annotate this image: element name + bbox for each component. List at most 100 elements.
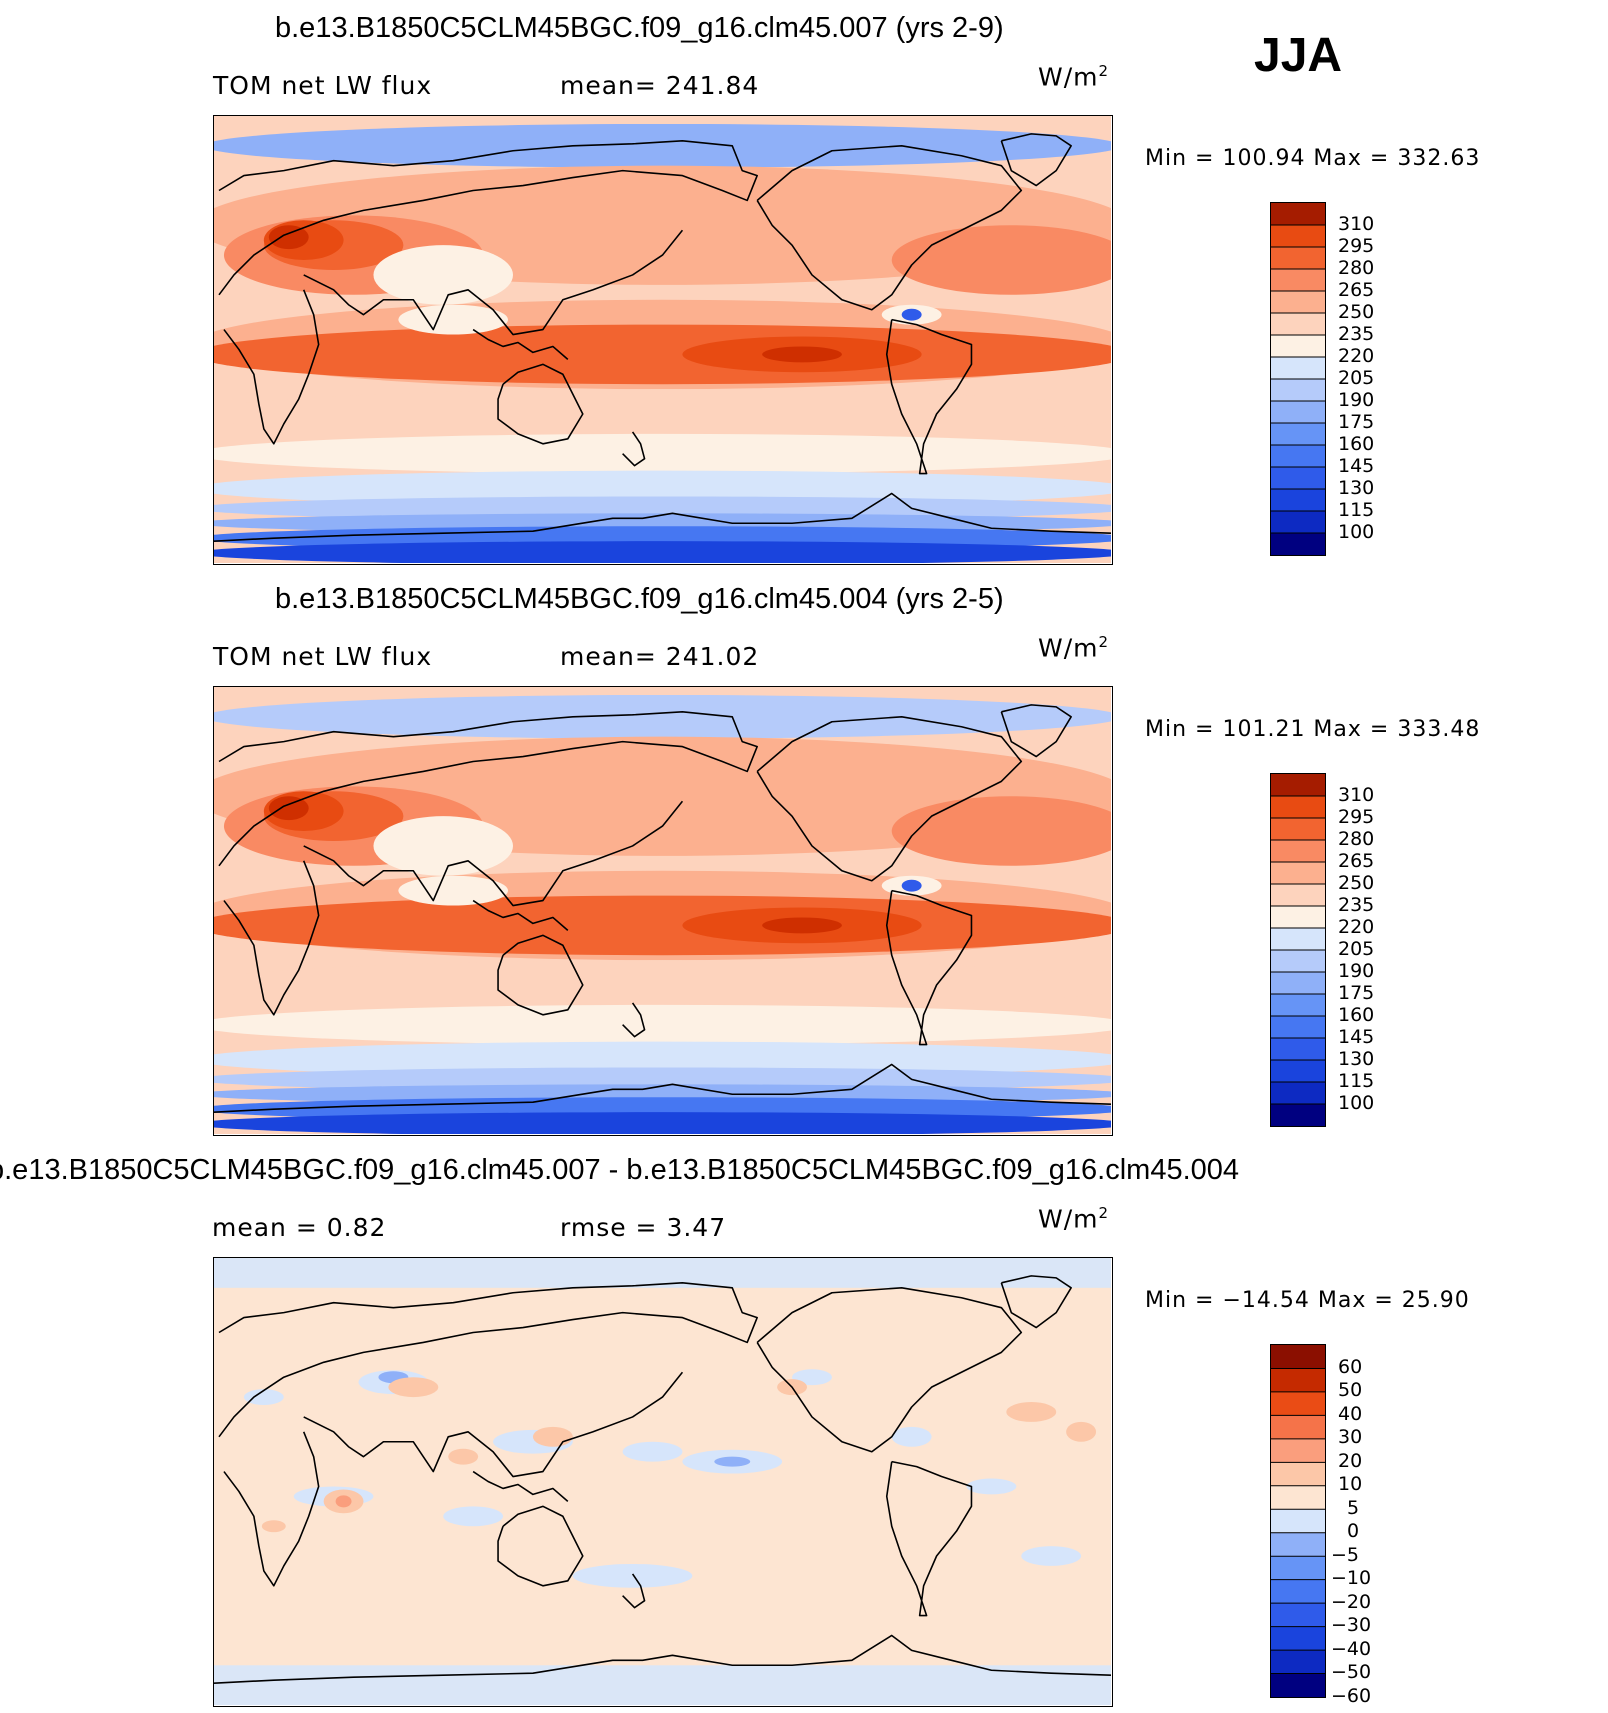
colorbar-tick-label: 145 — [1338, 454, 1375, 477]
colorbar-tick-label: 265 — [1338, 849, 1375, 872]
contour-region-11 — [966, 1478, 1017, 1495]
contour-region-7 — [373, 245, 513, 305]
colorbar-tick-label: 265 — [1338, 278, 1375, 301]
contour-region-18 — [214, 1067, 1111, 1092]
coast-new-zealand — [622, 1002, 646, 1038]
colorbar-swatch-12 — [1271, 1626, 1325, 1651]
panel1-variable-label: TOM net LW flux — [213, 71, 433, 100]
colorbar-tick-label: 175 — [1338, 410, 1375, 433]
contour-region-12 — [398, 304, 509, 335]
colorbar-swatch-5 — [1271, 884, 1325, 907]
coast-north-america — [756, 1287, 1023, 1453]
colorbar-tick-label: 115 — [1338, 498, 1375, 521]
colorbar-swatch-4 — [1271, 862, 1325, 885]
contour-region-6 — [268, 225, 309, 250]
panel3-rmse-label: rmse = 3.47 — [560, 1213, 727, 1242]
colorbar-swatch-4 — [1271, 1438, 1325, 1463]
contour-region-12 — [398, 875, 509, 906]
contour-region-0 — [214, 694, 1111, 739]
colorbar-tick-label: 130 — [1338, 1047, 1375, 1070]
coast-maritime-continent — [472, 899, 569, 931]
contour-region-8 — [1021, 1546, 1082, 1566]
colorbar-swatch-8 — [1271, 950, 1325, 973]
colorbar-swatch-7 — [1271, 357, 1325, 380]
colorbar-tick-label: 50 — [1338, 1379, 1363, 1402]
colorbar-swatch-13 — [1271, 1650, 1325, 1675]
colorbar-swatch-2 — [1271, 818, 1325, 841]
contour-region-21 — [261, 1520, 286, 1533]
colorbar-swatch-0 — [1271, 774, 1325, 797]
contour-region-14 — [901, 308, 922, 321]
colorbar-tick-label: 10 — [1338, 1473, 1363, 1496]
coast-south-america — [885, 318, 973, 475]
colorbar-tick-label: 220 — [1338, 915, 1375, 938]
contour-region-13 — [714, 1456, 751, 1467]
colorbar-swatch-6 — [1271, 1485, 1325, 1510]
colorbar-swatch-11 — [1271, 445, 1325, 468]
contour-region-17 — [1006, 1402, 1057, 1422]
colorbar-tick-label: 310 — [1338, 212, 1375, 235]
coast-greenland — [1000, 1275, 1072, 1329]
coast-africa-eurasia — [218, 1282, 758, 1438]
contour-region-4 — [792, 1369, 832, 1386]
panel2-variable-label: TOM net LW flux — [213, 642, 433, 671]
colorbar-swatch-5 — [1271, 313, 1325, 336]
colorbar-tick-label: 250 — [1338, 300, 1375, 323]
colorbar-tick-label: 60 — [1338, 1355, 1363, 1378]
colorbar-tick-label: 175 — [1338, 981, 1375, 1004]
contour-region-6 — [268, 796, 309, 821]
colorbar-swatch-13 — [1271, 1060, 1325, 1083]
colorbar-swatch-15 — [1271, 1104, 1325, 1126]
panel1-min-max: Min = 100.94 Max = 332.63 — [1145, 146, 1481, 171]
coast-arabia-india — [303, 1371, 684, 1478]
colorbar-swatch-1 — [1271, 796, 1325, 819]
colorbar-tick-label: 160 — [1338, 432, 1375, 455]
coast-maritime-continent — [472, 328, 569, 360]
coast-new-zealand — [622, 431, 646, 467]
panel1-title: b.e13.B1850C5CLM45BGC.f09_g16.clm45.007 … — [275, 12, 1004, 44]
colorbar-tick-label: 280 — [1338, 827, 1375, 850]
contour-band-north — [214, 1258, 1111, 1288]
contour-region-21 — [214, 541, 1111, 563]
coast-australia — [497, 363, 584, 445]
contour-region-16 — [214, 433, 1111, 474]
colorbar-tick-label: 295 — [1338, 234, 1375, 257]
colorbar-tick-label: −10 — [1331, 1567, 1372, 1590]
contour-region-3 — [622, 1441, 683, 1462]
colorbar-tick-label: 235 — [1338, 893, 1375, 916]
panel2-map — [213, 686, 1113, 1136]
units-power: 2 — [1098, 1204, 1110, 1222]
coast-africa-eurasia — [218, 140, 758, 296]
colorbar-tick-label: 310 — [1338, 783, 1375, 806]
contour-region-3 — [891, 225, 1111, 295]
contour-region-20 — [448, 1448, 479, 1465]
colorbar-tick-label: 20 — [1338, 1449, 1363, 1472]
contour-region-22 — [335, 1495, 352, 1508]
panel1-units: W/m2 — [1038, 62, 1109, 91]
panel1-map — [213, 115, 1113, 565]
panel1-mean-label: mean= 241.84 — [560, 71, 760, 100]
colorbar-tick-label: 100 — [1338, 520, 1375, 543]
contour-region-7 — [891, 1426, 932, 1447]
panel3-colorbar-svg — [1271, 1345, 1325, 1697]
contour-region-16 — [214, 1004, 1111, 1045]
season-label: JJA — [1254, 29, 1343, 82]
panel2-colorbar — [1270, 773, 1326, 1127]
colorbar-swatch-3 — [1271, 1415, 1325, 1440]
coast-australia — [497, 1505, 584, 1587]
panel2-map-svg — [214, 687, 1111, 1134]
coast-south-america — [885, 1460, 973, 1617]
colorbar-tick-label: 130 — [1338, 476, 1375, 499]
coast-arabia-india — [303, 800, 684, 907]
colorbar-tick-label: −30 — [1331, 1614, 1372, 1637]
colorbar-swatch-14 — [1271, 511, 1325, 534]
contour-region-7 — [373, 816, 513, 876]
coast-africa-south — [223, 289, 320, 445]
contour-region-16 — [532, 1426, 573, 1447]
panel3-map — [213, 1257, 1113, 1707]
colorbar-swatch-14 — [1271, 1673, 1325, 1697]
coast-africa-eurasia — [218, 711, 758, 867]
contour-region-3 — [891, 796, 1111, 866]
coast-africa-south — [223, 1431, 320, 1587]
coast-antarctica — [214, 1063, 1111, 1113]
